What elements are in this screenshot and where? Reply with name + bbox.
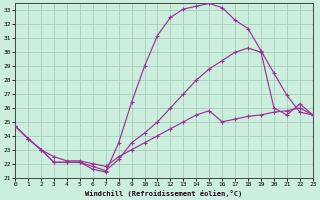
X-axis label: Windchill (Refroidissement éolien,°C): Windchill (Refroidissement éolien,°C) (85, 190, 243, 197)
